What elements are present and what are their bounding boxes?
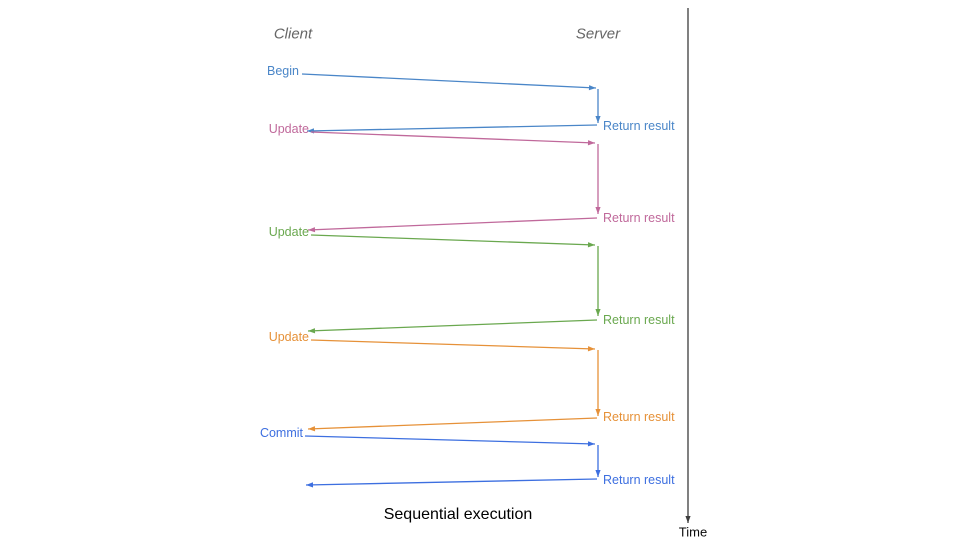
commit-request-arrow-head [587, 441, 595, 447]
time-axis-label: Time [678, 524, 708, 540]
update-2-return-arrow [307, 319, 598, 332]
update-1-return-arrow-head [308, 227, 316, 233]
commit-return-label: Return result [603, 472, 675, 487]
update-3-return-arrow-head [308, 426, 316, 432]
update-1-request-arrow [310, 131, 596, 144]
commit-request-label: Commit [259, 425, 303, 440]
begin-request-arrow [301, 73, 597, 89]
commit-return-arrow [305, 478, 598, 486]
time-axis-line-head [685, 516, 691, 523]
update-3-request-label: Update [268, 329, 309, 344]
update-2-request-arrow [310, 234, 596, 246]
begin-request-label: Begin [267, 63, 299, 78]
update-3-server-processing-arrow-head [595, 409, 601, 416]
update-2-return-arrow-head [308, 328, 316, 334]
update-3-return-arrow [307, 417, 598, 430]
update-2-request-label: Update [268, 224, 309, 239]
update-2-server-processing-arrow-head [595, 309, 601, 316]
diagram-title: Sequential execution [383, 506, 533, 523]
begin-return-label: Return result [603, 118, 675, 133]
update-1-request-label: Update [268, 121, 309, 136]
update-2-return-label: Return result [603, 312, 675, 327]
commit-server-processing-arrow-head [595, 470, 601, 477]
update-1-server-processing-arrow-head [595, 207, 601, 214]
commit-request-arrow [304, 435, 596, 445]
update-3-request-arrow [310, 339, 596, 350]
begin-request-arrow-head [588, 85, 596, 91]
update-1-return-arrow [307, 217, 598, 231]
lane-header-server: Server [575, 25, 621, 43]
update-2-request-arrow-head [587, 242, 595, 248]
begin-return-arrow [306, 124, 598, 132]
commit-return-arrow-head [306, 482, 314, 488]
update-1-request-arrow-head [587, 140, 595, 146]
update-3-return-label: Return result [603, 409, 675, 424]
begin-server-processing-arrow-head [595, 116, 601, 123]
update-3-request-arrow-head [587, 346, 595, 352]
lane-header-client: Client [273, 25, 313, 43]
update-1-return-label: Return result [603, 210, 675, 225]
